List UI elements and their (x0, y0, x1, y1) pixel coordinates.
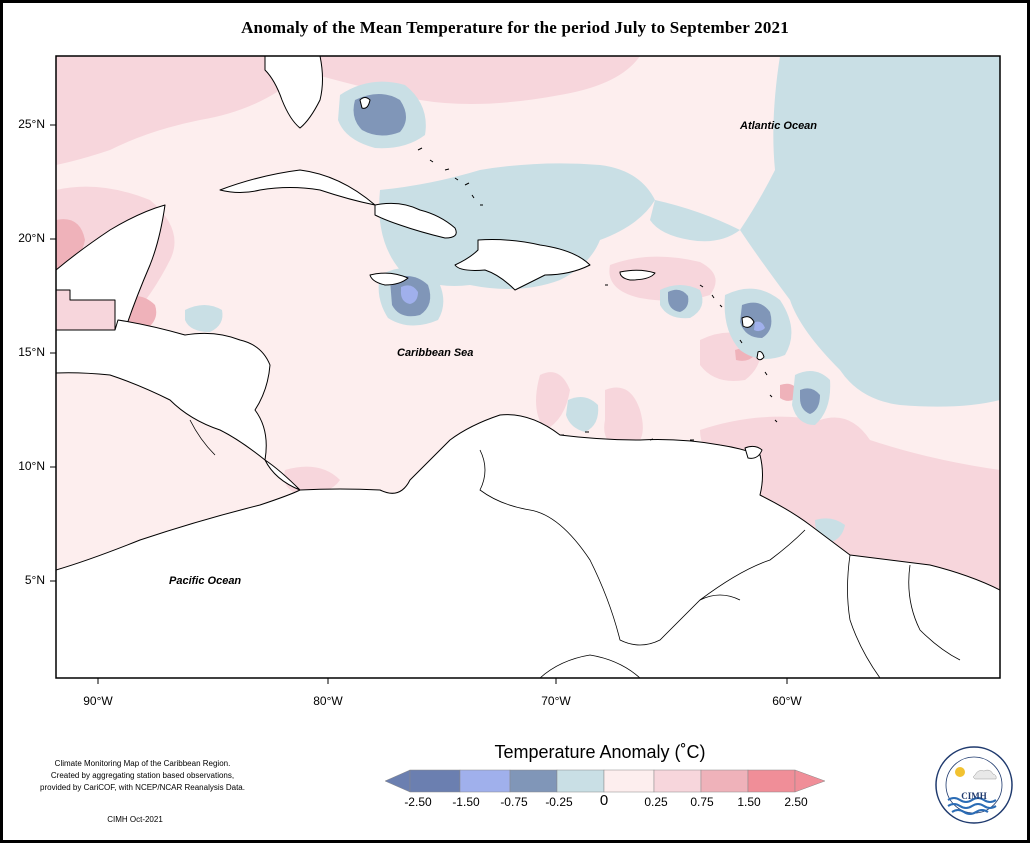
lat-label-5: 5°N (24, 573, 45, 587)
lat-label-25: 25°N (18, 117, 45, 131)
land-masses (56, 56, 1000, 678)
legend-swatch-2 (459, 769, 511, 793)
lat-label-10: 10°N (18, 459, 45, 473)
waves-icon (947, 797, 997, 815)
land-bahamas-andros (359, 97, 371, 109)
land-puerto-rico (619, 269, 656, 281)
map-title: Anomaly of the Mean Temperature for the … (241, 18, 789, 37)
map-credit: CIMH Oct-2021 (107, 815, 163, 824)
label-atlantic-ocean: Atlantic Ocean (740, 120, 818, 132)
legend-swatch-6 (653, 769, 702, 793)
land-florida (264, 56, 323, 129)
anomaly-blue-virgin-core (668, 289, 689, 312)
land-trinidad (744, 445, 763, 459)
border-colombia-venezuela (479, 449, 741, 646)
sun-icon (955, 767, 965, 777)
legend-tick-7: 0.75 (690, 795, 714, 809)
cloud-icon (973, 769, 997, 780)
legend-tick-8: 1.50 (737, 795, 761, 809)
legend-tick-3: -0.75 (500, 795, 528, 809)
legend-arrow-left (384, 769, 411, 793)
border-guyana-suriname (847, 554, 881, 678)
anomaly-pink-northwest (56, 56, 300, 165)
anomaly-blue-antilles-east (650, 200, 740, 242)
note-line-1: Climate Monitoring Map of the Caribbean … (54, 759, 231, 768)
legend-swatch-1 (409, 769, 461, 793)
legend-swatch-3 (509, 769, 558, 793)
legend-tick-2: -1.50 (452, 795, 480, 809)
land-cuba (374, 202, 457, 239)
legend-arrow-right (794, 769, 826, 793)
land-jamaica (369, 272, 409, 286)
legend-tick-6: 0.25 (644, 795, 668, 809)
anomaly-blue-aruba (566, 396, 599, 432)
anomaly-blue-honduras (185, 305, 223, 332)
label-caribbean-sea: Caribbean Sea (397, 347, 474, 359)
cimh-logo: CIMH (933, 744, 1015, 826)
plot-border (55, 55, 1001, 679)
country-boundaries (189, 419, 961, 678)
legend-colorbar (384, 769, 826, 793)
note-line-2: Created by aggregating station based obs… (50, 771, 235, 780)
anomaly-blue-atlantic (740, 56, 1000, 407)
legend-swatch-7 (700, 769, 749, 793)
anomaly-pink-north (56, 56, 640, 104)
legend-tick-9: 2.50 (784, 795, 808, 809)
label-pacific-ocean: Pacific Ocean (169, 575, 242, 587)
border-brazil (539, 654, 641, 678)
land-guadeloupe (741, 316, 755, 328)
axis-ticks (50, 124, 788, 684)
legend-tick-5: 0 (599, 792, 609, 809)
cimh-logo-graphic (935, 746, 1013, 824)
map-note: Climate Monitoring Map of the Caribbean … (10, 758, 275, 794)
land-martinique (756, 351, 765, 361)
note-line-3: provided by CariCOF, with NCEP/NCAR Rean… (40, 783, 245, 792)
lat-label-15: 15°N (18, 345, 45, 359)
lon-label-90: 90°W (83, 694, 113, 708)
island-dots (417, 147, 778, 441)
anomaly-field (56, 56, 1000, 678)
anomaly-blue-barbados-core (800, 388, 820, 414)
lon-label-80: 80°W (313, 694, 343, 708)
legend-swatch-8 (747, 769, 796, 793)
lat-label-20: 20°N (18, 231, 45, 245)
land-hispaniola (454, 239, 591, 291)
anomaly-mid-yucatan (56, 219, 85, 270)
border-central-america (189, 419, 216, 456)
lon-label-60: 60°W (772, 694, 802, 708)
legend-title: Temperature Anomaly (˚C) (494, 742, 706, 762)
small-islands (417, 147, 778, 441)
legend-swatch-5 (603, 769, 655, 793)
anomaly-pink-venezuela-n (604, 387, 643, 450)
anomaly-blue-jamaica-peak (400, 285, 418, 304)
legend-tick-4: -0.25 (545, 795, 573, 809)
border-suriname-guiana (908, 564, 961, 661)
anomaly-blue-antilles (379, 163, 655, 289)
lon-label-70: 70°W (541, 694, 571, 708)
land-cuba-west (219, 169, 376, 206)
legend-swatch-4 (556, 769, 605, 793)
anomaly-blue-guadeloupe-peak (754, 321, 765, 332)
logo-text: CIMH (961, 791, 987, 801)
legend-tick-1: -2.50 (404, 795, 432, 809)
border-venezuela-guyana (699, 529, 806, 601)
anomaly-pink-curacao (536, 372, 570, 430)
